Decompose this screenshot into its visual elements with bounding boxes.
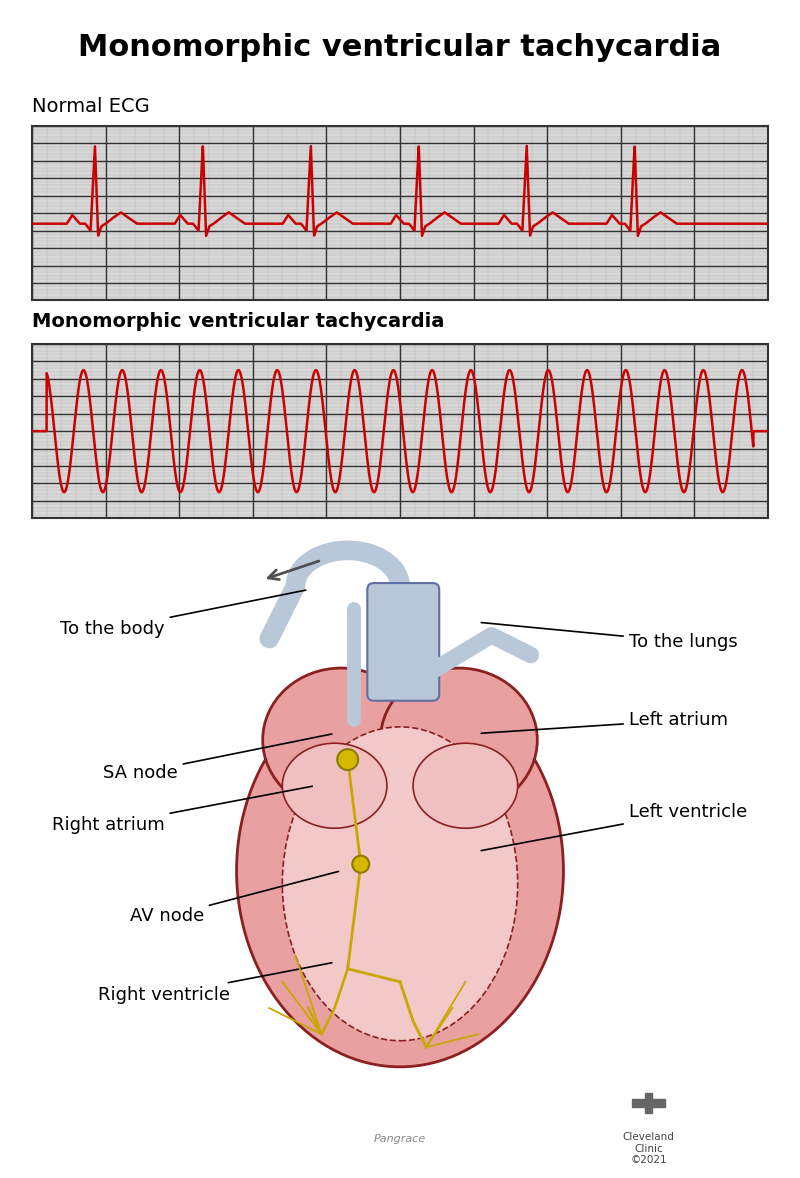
Text: To the lungs: To the lungs <box>482 622 738 651</box>
Text: Left atrium: Left atrium <box>482 712 728 733</box>
Text: Left ventricle: Left ventricle <box>481 803 747 851</box>
Text: Cleveland
Clinic
©2021: Cleveland Clinic ©2021 <box>622 1132 674 1165</box>
Ellipse shape <box>262 668 420 812</box>
Text: Monomorphic ventricular tachycardia: Monomorphic ventricular tachycardia <box>78 33 722 61</box>
Ellipse shape <box>380 668 538 812</box>
Text: Right ventricle: Right ventricle <box>98 962 332 1004</box>
Circle shape <box>338 749 358 770</box>
Text: AV node: AV node <box>130 872 338 926</box>
Ellipse shape <box>413 743 518 828</box>
Text: Pangrace: Pangrace <box>374 1133 426 1144</box>
Text: To the body: To the body <box>60 590 306 637</box>
FancyBboxPatch shape <box>367 583 439 701</box>
Text: Normal ECG: Normal ECG <box>32 97 150 115</box>
Ellipse shape <box>282 743 387 828</box>
Ellipse shape <box>282 727 518 1040</box>
Text: SA node: SA node <box>103 734 332 782</box>
Text: Right atrium: Right atrium <box>52 786 312 834</box>
Text: Monomorphic ventricular tachycardia: Monomorphic ventricular tachycardia <box>32 311 444 331</box>
Circle shape <box>352 855 370 873</box>
Ellipse shape <box>237 675 563 1067</box>
